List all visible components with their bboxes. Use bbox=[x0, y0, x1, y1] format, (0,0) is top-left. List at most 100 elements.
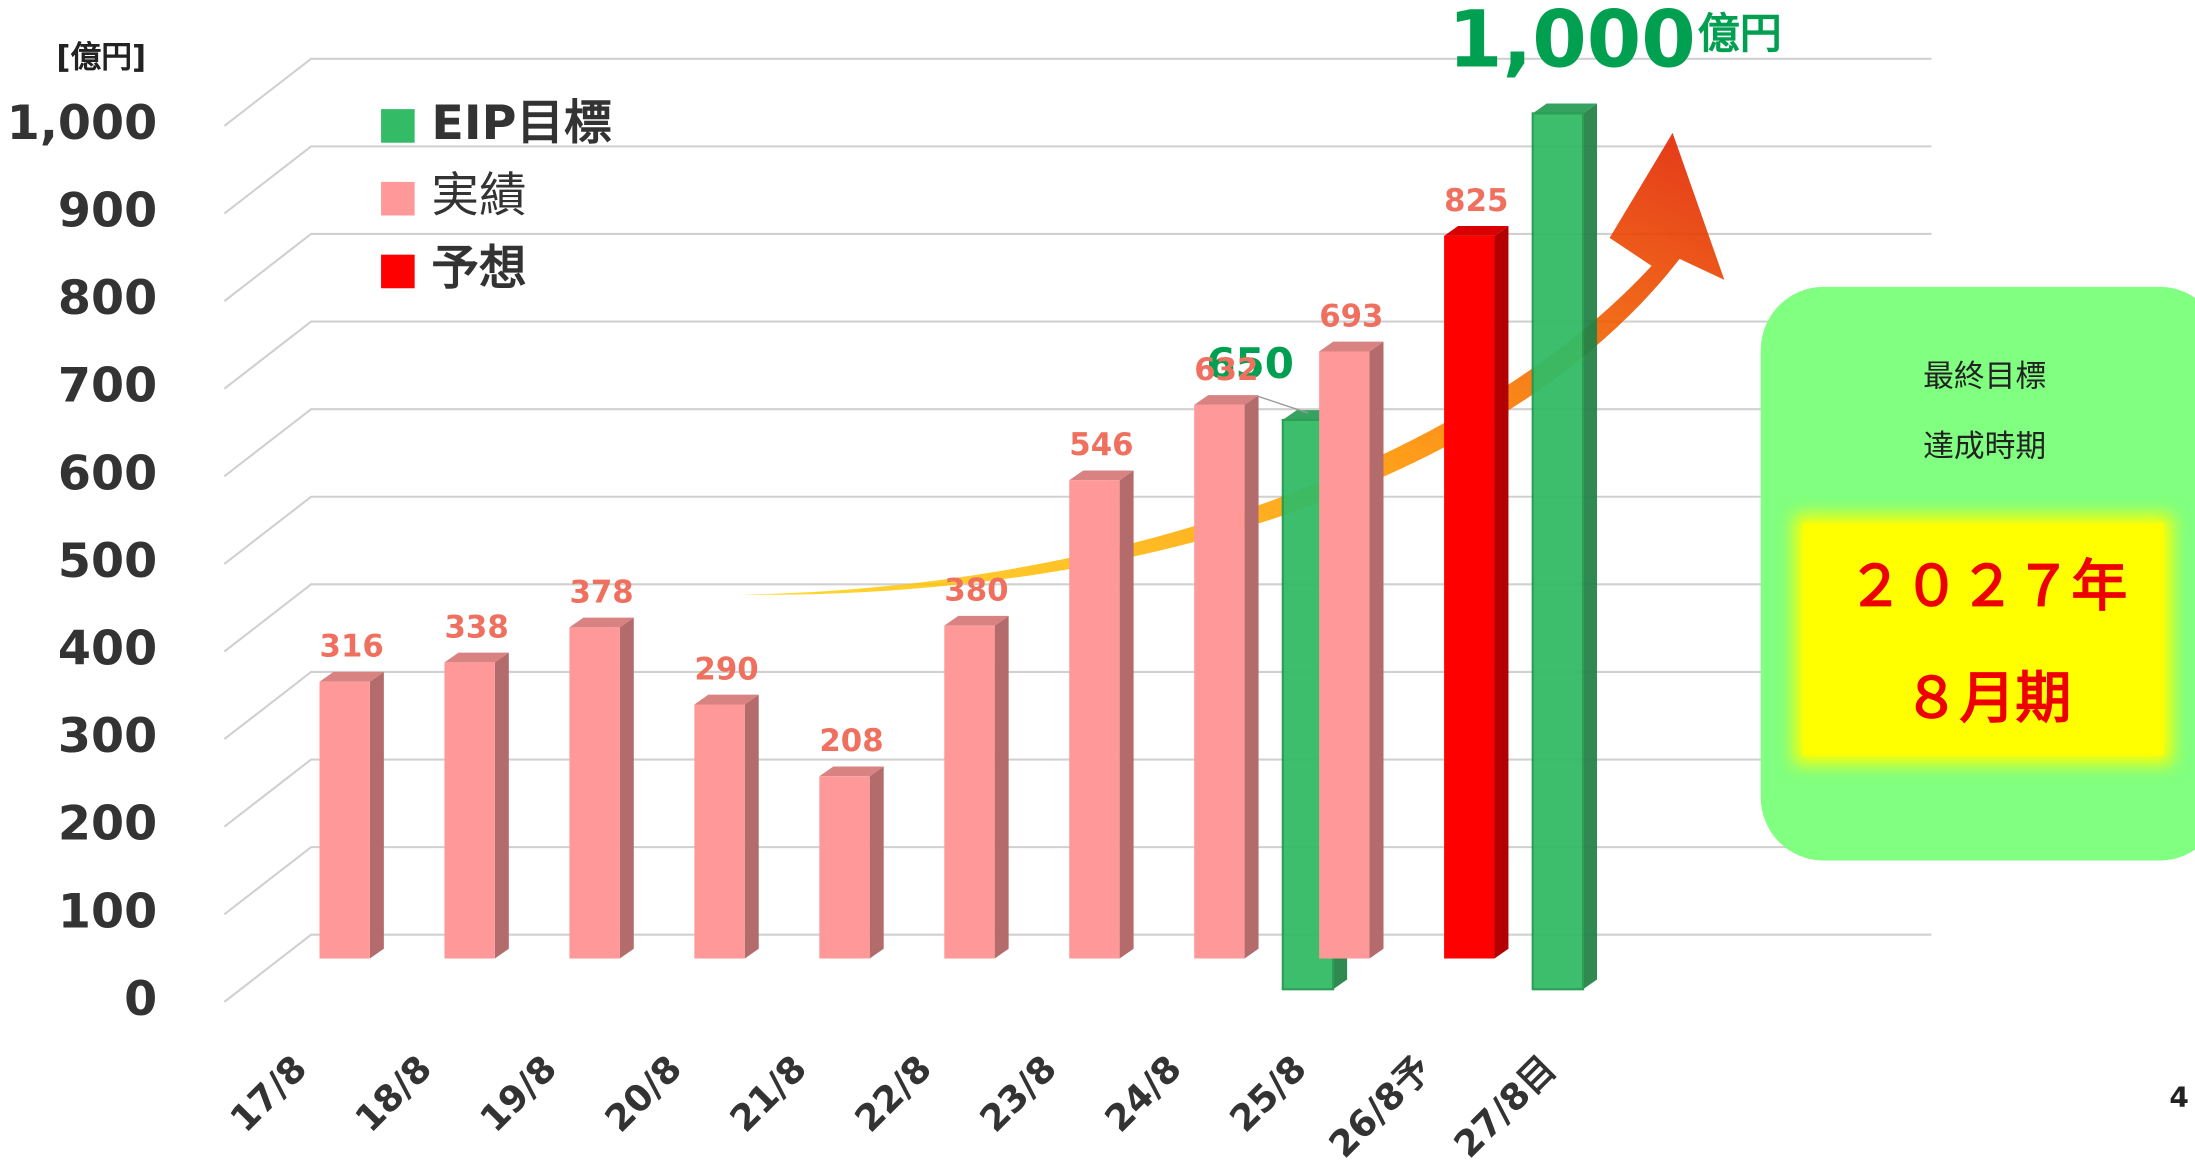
legend-label: EIP目標 bbox=[431, 96, 611, 151]
bar bbox=[569, 617, 634, 959]
bar-face bbox=[1319, 351, 1370, 959]
grid-line bbox=[223, 495, 1932, 565]
y-tick-label: 1,000 bbox=[7, 96, 157, 151]
bar-face bbox=[319, 681, 370, 959]
value-label: 316 bbox=[320, 629, 384, 665]
grid-line bbox=[223, 320, 1932, 390]
bar-face bbox=[694, 704, 745, 959]
value-label: 208 bbox=[819, 723, 883, 759]
legend-swatch bbox=[381, 109, 415, 143]
x-tick-label: 23/8 bbox=[971, 1047, 1064, 1140]
bar-top bbox=[1532, 103, 1598, 114]
bar-side bbox=[994, 615, 1009, 959]
x-tick-label: 18/8 bbox=[347, 1047, 440, 1140]
y-tick-label: 500 bbox=[58, 534, 157, 589]
grid bbox=[223, 57, 1932, 1003]
bar-top bbox=[694, 694, 759, 705]
bar-side bbox=[1119, 470, 1134, 959]
value-label: 632 bbox=[1194, 352, 1258, 388]
value-label: 290 bbox=[694, 651, 758, 687]
bar-side bbox=[1494, 226, 1509, 959]
grid-line bbox=[223, 57, 1932, 127]
legend-swatch bbox=[381, 181, 415, 216]
x-tick-label: 27/8目 bbox=[1445, 1047, 1564, 1166]
bar-face bbox=[1531, 112, 1585, 991]
bar-side bbox=[1369, 341, 1384, 959]
legend-label: 予想 bbox=[431, 241, 526, 296]
bar-top bbox=[1069, 470, 1134, 481]
bar-face bbox=[944, 625, 995, 959]
x-tick-label: 21/8 bbox=[721, 1047, 814, 1140]
bar-top bbox=[944, 615, 1009, 626]
leader-line bbox=[1256, 395, 1309, 414]
bar-top bbox=[444, 652, 509, 663]
bar-side bbox=[869, 766, 884, 959]
bar bbox=[819, 766, 884, 959]
y-tick-label: 200 bbox=[58, 797, 157, 852]
value-label: 378 bbox=[569, 574, 633, 610]
x-tick-label: 25/8 bbox=[1221, 1047, 1314, 1140]
callout-highlight: ２０２７年 bbox=[1848, 555, 2128, 620]
grid-line bbox=[223, 846, 1932, 916]
y-tick-label: 800 bbox=[58, 271, 157, 326]
bar bbox=[694, 694, 759, 959]
bar-face bbox=[1444, 235, 1495, 959]
bar-side bbox=[619, 617, 634, 959]
y-tick-label: 300 bbox=[58, 709, 157, 764]
bar-side bbox=[744, 694, 759, 959]
value-label: 546 bbox=[1069, 427, 1133, 463]
bar-top bbox=[1444, 226, 1509, 236]
bar-side bbox=[494, 652, 509, 959]
value-label: 338 bbox=[445, 609, 509, 645]
x-tick-label: 19/8 bbox=[472, 1047, 565, 1140]
value-label: 380 bbox=[944, 573, 1008, 609]
grid-line bbox=[223, 408, 1932, 478]
bar bbox=[944, 615, 1009, 959]
bar-face bbox=[569, 627, 620, 959]
bar-face bbox=[444, 662, 495, 959]
bar-side bbox=[1583, 103, 1598, 990]
bar-top bbox=[319, 671, 384, 682]
y-tick-label: 600 bbox=[58, 446, 157, 501]
annotation: 億円 bbox=[1698, 9, 1782, 58]
callout-line: 達成時期 bbox=[1923, 428, 2046, 464]
y-tick-label: 100 bbox=[58, 884, 157, 939]
bar bbox=[1444, 226, 1509, 959]
x-tick-label: 24/8 bbox=[1096, 1047, 1189, 1140]
bar-face bbox=[1194, 404, 1245, 959]
bar bbox=[1194, 395, 1259, 959]
grid-line bbox=[223, 670, 1932, 740]
bar-face bbox=[1069, 480, 1120, 959]
page-number: 4 bbox=[2169, 1080, 2188, 1113]
bar-top bbox=[1194, 395, 1259, 405]
bar-top bbox=[569, 617, 634, 628]
y-tick-label: 0 bbox=[124, 972, 157, 1027]
x-tick-label: 22/8 bbox=[846, 1047, 939, 1140]
y-tick-label: 900 bbox=[58, 184, 157, 239]
highlight-box bbox=[1802, 523, 2164, 756]
callout-line: 最終目標 bbox=[1923, 358, 2046, 394]
bars bbox=[319, 103, 1598, 991]
legend-label: 実績 bbox=[431, 169, 526, 224]
legend-swatch bbox=[381, 254, 415, 289]
bar-top bbox=[1319, 341, 1384, 352]
bar bbox=[1319, 341, 1384, 959]
grid-line bbox=[223, 145, 1932, 215]
unit-label: [億円] bbox=[56, 39, 146, 75]
bar bbox=[444, 652, 509, 959]
value-label: 693 bbox=[1319, 298, 1383, 334]
value-label: 650 bbox=[1206, 339, 1294, 388]
value-label: 825 bbox=[1444, 183, 1508, 219]
bar bbox=[1069, 470, 1134, 959]
bar-face bbox=[819, 776, 870, 959]
bar bbox=[1531, 103, 1598, 991]
grid-line bbox=[223, 758, 1932, 828]
grid-line bbox=[223, 933, 1932, 1003]
bar-top bbox=[819, 766, 884, 777]
x-tick-label: 17/8 bbox=[222, 1047, 315, 1140]
x-tick-label: 26/8予 bbox=[1320, 1047, 1439, 1166]
y-tick-label: 400 bbox=[58, 622, 157, 677]
